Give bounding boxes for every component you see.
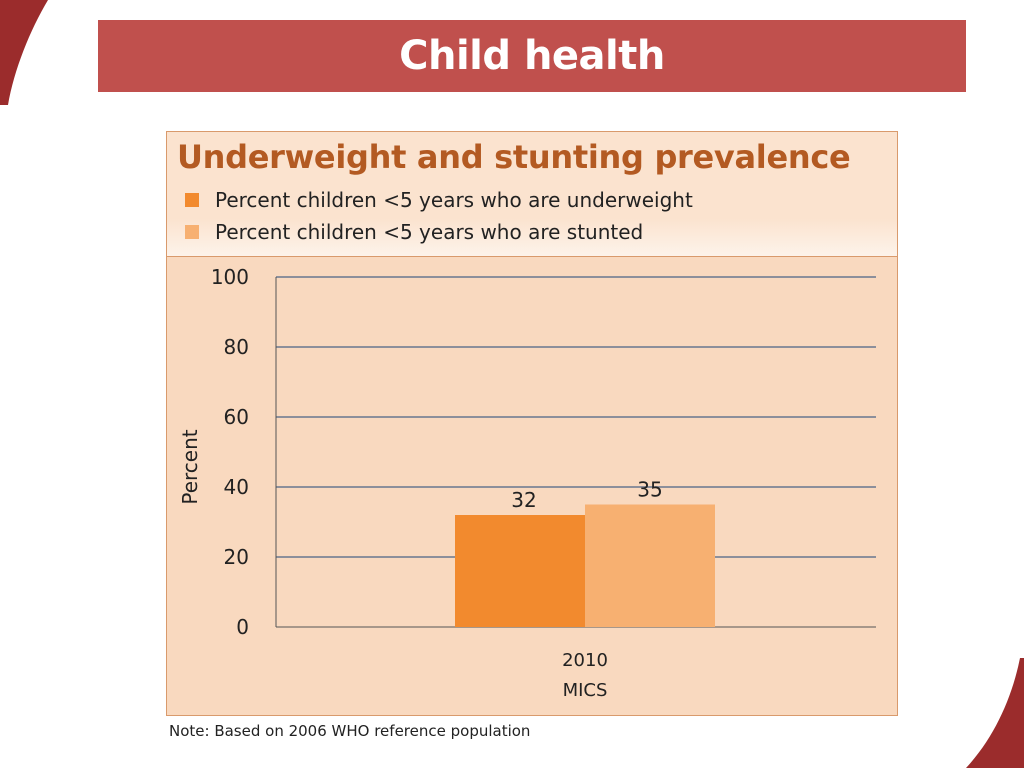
data-label: 35 (637, 478, 662, 502)
x-category-label: MICS (563, 680, 608, 701)
y-tick-label: 0 (236, 615, 249, 639)
footnote: Note: Based on 2006 WHO reference popula… (169, 722, 531, 740)
data-label: 32 (511, 488, 536, 512)
x-category-label: 2010 (562, 650, 608, 671)
slide-title-bar: Child health (98, 20, 966, 92)
y-tick-label: 40 (224, 475, 249, 499)
chart-header: Underweight and stunting prevalence Perc… (167, 132, 897, 257)
y-tick-label: 60 (224, 405, 249, 429)
y-axis-label: Percent (178, 429, 202, 504)
y-tick-label: 20 (224, 545, 249, 569)
legend-label-underweight: Percent children <5 years who are underw… (215, 188, 693, 212)
bar-stunted (585, 504, 715, 627)
corner-decoration-bottom-right (966, 658, 1024, 768)
corner-decoration-top-left (0, 0, 48, 105)
legend-item-stunted: Percent children <5 years who are stunte… (185, 220, 643, 244)
slide-title: Child health (399, 33, 665, 79)
legend-item-underweight: Percent children <5 years who are underw… (185, 188, 693, 212)
y-tick-label: 100 (211, 265, 249, 289)
bar-underweight (455, 515, 585, 627)
legend-swatch-stunted (185, 225, 199, 239)
chart-title: Underweight and stunting prevalence (177, 138, 851, 176)
chart-panel: Underweight and stunting prevalence Perc… (166, 131, 898, 716)
legend-swatch-underweight (185, 193, 199, 207)
legend-label-stunted: Percent children <5 years who are stunte… (215, 220, 644, 244)
bar-chart-plot: 0 20 40 60 80 100 Percent 32 35 2010 MICS (178, 265, 876, 701)
y-tick-label: 80 (224, 335, 249, 359)
